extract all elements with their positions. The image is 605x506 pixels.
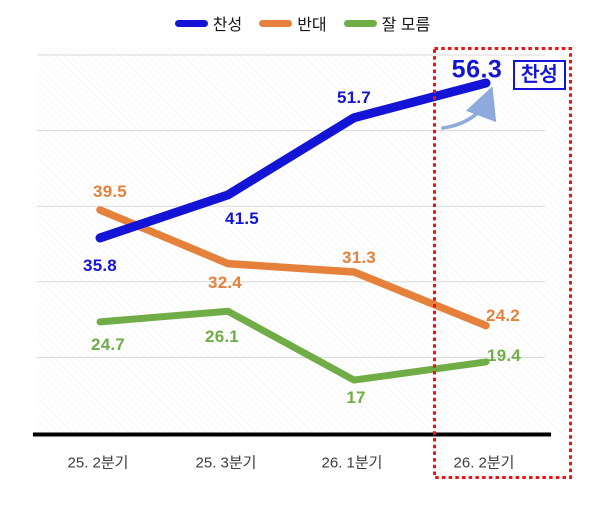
legend-label-oppose: 반대 [297,17,327,34]
legend-swatch-agree-icon [174,19,208,27]
line-unsure [96,307,490,384]
data-label-unsure-q1: 24.7 [91,334,125,354]
legend-swatch-unsure-icon [343,19,377,27]
data-label-oppose-q2: 32.4 [208,272,242,292]
data-label-unsure-q3: 17 [346,388,366,408]
legend-item-agree: 찬성 [174,11,243,35]
x-axis-label-q2: 25. 3분기 [195,454,257,472]
data-label-agree-q3: 51.7 [337,87,371,107]
data-label-agree-q2: 41.5 [225,208,259,228]
data-label-unsure-q4: 19.4 [487,345,521,365]
series-lines [95,78,491,384]
highlight-series-badge: 찬성 [513,60,566,90]
data-label-oppose-q3: 31.3 [342,247,376,267]
data-label-unsure-q2: 26.1 [205,327,239,347]
data-label-oppose-q4: 24.2 [486,305,520,325]
data-label-agree-q1: 35.8 [83,255,117,275]
highlight-value-label: 56.3 [451,55,503,84]
gridlines [37,54,545,358]
legend: 찬성 반대 잘 모름 [0,11,605,35]
surge-arrow-icon [441,86,497,130]
x-axis-label-q3: 26. 1분기 [321,454,383,472]
legend-item-oppose: 반대 [259,11,327,35]
legend-label-agree: 찬성 [212,17,243,34]
legend-label-unsure: 잘 모름 [381,17,431,34]
x-axis-label-q4: 26. 2분기 [453,454,515,472]
line-oppose [96,206,490,330]
x-axis-label-q1: 25. 2분기 [67,454,129,472]
line-agree [95,78,491,243]
data-label-oppose-q1: 39.5 [93,181,127,201]
legend-swatch-oppose-icon [259,19,293,27]
legend-item-unsure: 잘 모름 [343,11,431,35]
plot-background [37,48,570,433]
highlight-box [433,47,572,479]
